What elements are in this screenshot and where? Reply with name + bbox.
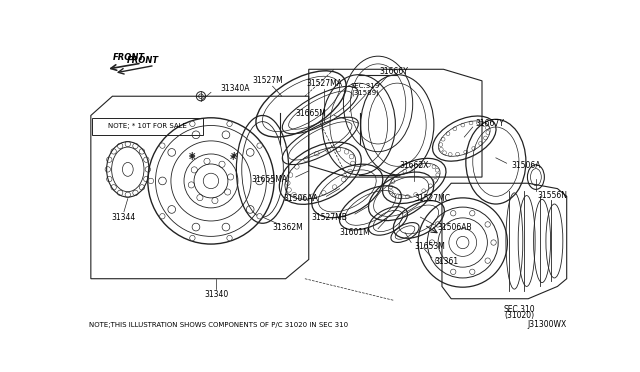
Text: FRONT: FRONT [113,53,145,62]
Text: 31506AA: 31506AA [284,194,319,203]
Text: SEC.310: SEC.310 [503,305,535,314]
Circle shape [257,143,262,148]
Text: 31362M: 31362M [273,222,303,232]
Text: 31361: 31361 [435,257,458,266]
Text: NOTE;THIS ILLUSTRATION SHOWS COMPONENTS OF P/C 31020 IN SEC 310: NOTE;THIS ILLUSTRATION SHOWS COMPONENTS … [90,322,348,328]
Text: 31662X: 31662X [399,161,429,170]
Text: 31340A: 31340A [220,84,250,93]
Text: *: * [229,153,236,166]
Text: SEC.319: SEC.319 [350,83,380,89]
Circle shape [268,178,274,184]
Text: 31506AB: 31506AB [437,222,472,232]
Text: 31506A: 31506A [511,161,541,170]
Text: 31527MB: 31527MB [312,213,348,222]
Text: *: * [231,151,237,164]
Circle shape [189,121,195,126]
Circle shape [159,214,165,219]
Text: 31655MA: 31655MA [252,175,288,184]
Text: 31665M: 31665M [296,109,326,118]
Circle shape [189,235,195,241]
Text: (31589): (31589) [351,89,379,96]
Bar [92,118,204,135]
Text: *: * [188,151,195,164]
Text: 31666Y: 31666Y [379,67,408,76]
Text: 31527M: 31527M [253,76,284,85]
Text: 31667Y: 31667Y [476,119,505,128]
Text: 31653M: 31653M [414,242,445,251]
Text: 31556N: 31556N [538,191,568,200]
Circle shape [148,178,154,184]
Text: *: * [188,153,195,166]
Text: 31527MA: 31527MA [306,78,342,88]
Circle shape [257,214,262,219]
Text: 31601M: 31601M [340,228,371,237]
Text: J31300WX: J31300WX [527,320,566,330]
Text: FRONT: FRONT [127,55,159,64]
Text: 31527MC: 31527MC [414,194,451,203]
Circle shape [159,143,165,148]
Text: NOTE; * 10T FOR SALE: NOTE; * 10T FOR SALE [108,123,186,129]
Circle shape [227,121,232,126]
Text: (31020): (31020) [504,311,534,320]
Text: 31340: 31340 [204,290,228,299]
Text: 31344: 31344 [112,213,136,222]
Circle shape [227,235,232,241]
